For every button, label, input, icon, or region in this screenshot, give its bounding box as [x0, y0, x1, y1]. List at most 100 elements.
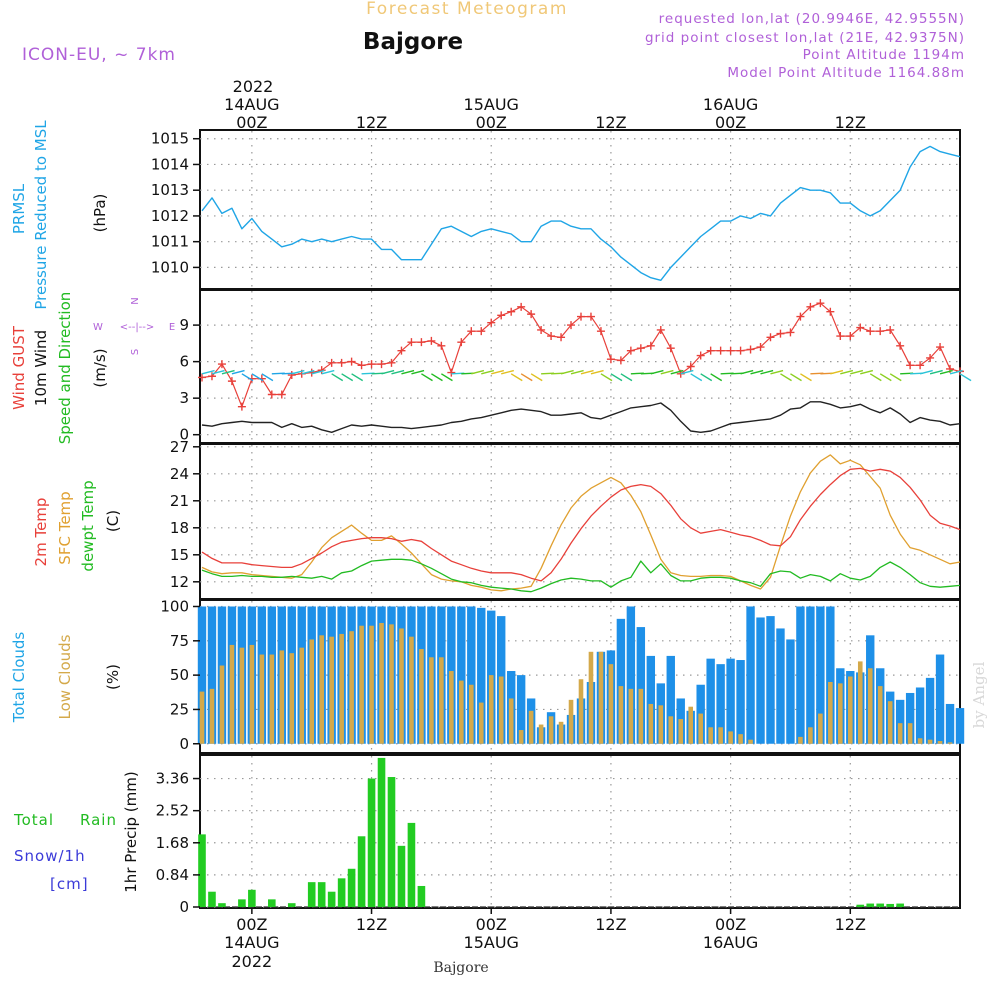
y-tick-label: 1014 — [151, 155, 189, 173]
point-altitude: Point Altitude 1194m — [803, 47, 965, 63]
rain-bar — [198, 834, 206, 907]
wind-arrow — [590, 369, 604, 375]
gust-point — [856, 323, 865, 332]
total-cloud-bar — [776, 628, 785, 744]
chart-title: Forecast Meteogram — [366, 0, 568, 19]
bottom-hour-label: 00Z — [236, 915, 267, 934]
rain-bar — [886, 903, 894, 907]
wind-arrow — [740, 369, 754, 375]
wind-panel-frame — [199, 289, 961, 444]
total-cloud-bar — [666, 655, 675, 744]
gust-point — [337, 358, 346, 367]
gust-point — [357, 361, 366, 370]
rain-bar — [268, 899, 276, 907]
total-cloud-bar — [726, 658, 735, 744]
footer-location: Bajgore — [433, 960, 488, 976]
gust-point — [487, 318, 496, 327]
gust-point — [636, 344, 645, 353]
wind-arrow — [750, 369, 764, 375]
wind-arrow — [700, 373, 713, 382]
low-cloud-bar — [309, 639, 315, 744]
gust-point — [616, 356, 625, 365]
gust-point — [537, 325, 546, 334]
rain-bar — [347, 868, 356, 907]
bottom-date-label: 14AUG — [224, 933, 279, 952]
wind-arrow — [850, 369, 864, 375]
wind-arrow — [780, 373, 792, 382]
wind-arrow — [391, 369, 405, 375]
wind-arrow — [800, 373, 812, 382]
gust-point — [726, 346, 735, 355]
gust-point — [407, 338, 416, 347]
wind-10m-label: 10m Wind — [32, 330, 50, 406]
wind-arrow — [620, 373, 633, 382]
compass-west: W — [93, 322, 103, 333]
y-tick-label: 24 — [170, 465, 189, 483]
wind-arrow — [760, 369, 774, 375]
rain-bar — [407, 822, 416, 907]
wind-arrow — [261, 373, 274, 382]
gust-point — [497, 311, 506, 320]
gust-point — [626, 346, 635, 355]
pressure-label-prmsl: PRMSL — [10, 183, 28, 234]
wind-arrow — [221, 369, 235, 375]
snow-label: Snow/1h — [14, 847, 86, 865]
low-cloud-bar — [638, 688, 644, 744]
rain-bar — [327, 891, 336, 907]
rain-bar — [367, 778, 376, 907]
compass-row: <--|--> — [120, 322, 155, 333]
gust-point — [237, 402, 246, 411]
gust-point — [596, 327, 605, 336]
wind-arrow — [919, 369, 933, 375]
low-cloud-bar — [468, 684, 474, 744]
gust-point — [557, 333, 566, 342]
bottom-hour-label: 12Z — [356, 915, 387, 934]
wind-arrow — [481, 369, 495, 375]
gust-point — [746, 345, 755, 354]
low-cloud-bar — [199, 691, 205, 744]
low-cloud-bar — [708, 727, 713, 744]
low-cloud-bar — [927, 739, 933, 744]
total-cloud-bar — [915, 687, 925, 744]
gust-point — [586, 312, 595, 321]
rain-bar — [317, 882, 326, 907]
total-cloud-bar — [746, 606, 755, 744]
total-cloud-bar — [616, 618, 626, 744]
wind-arrow — [291, 369, 305, 375]
gust-point — [387, 358, 396, 367]
low-cloud-bar — [578, 679, 584, 744]
gust-point — [846, 332, 855, 341]
bottom-date-label: 15AUG — [464, 933, 519, 952]
gust-point — [427, 336, 436, 345]
total-cloud-bar — [766, 616, 775, 744]
temp-unit: (C) — [104, 510, 122, 532]
wind-arrow — [949, 369, 963, 375]
low-cloud-bar — [568, 699, 574, 744]
wind-arrow — [301, 369, 315, 375]
total-cloud-bar — [736, 660, 745, 744]
gust-point — [576, 312, 585, 321]
total-cloud-bar — [816, 606, 825, 744]
wind-arrow — [231, 369, 245, 375]
y-tick-label: 1012 — [151, 207, 189, 225]
gust-point — [377, 360, 386, 369]
wind-arrow — [600, 373, 613, 382]
wind-arrow — [431, 373, 443, 382]
gust-point — [317, 366, 326, 375]
low-cloud-bar — [937, 741, 943, 744]
wind-arrow — [710, 373, 723, 382]
gust-point — [916, 361, 925, 370]
wind-unit: (m/s) — [91, 348, 109, 387]
y-tick-label: 50 — [170, 666, 189, 684]
gust-point — [706, 346, 715, 355]
watermark: by Angel — [970, 661, 988, 728]
y-tick-label: 1010 — [151, 258, 189, 276]
wind-arrow — [670, 369, 684, 375]
low-cloud-bar — [648, 703, 654, 744]
total-clouds-label: Total Clouds — [10, 632, 28, 724]
gust-point — [417, 338, 426, 347]
total-cloud-bar — [925, 677, 935, 744]
gust-point — [796, 312, 805, 321]
wind-arrow — [501, 369, 514, 375]
